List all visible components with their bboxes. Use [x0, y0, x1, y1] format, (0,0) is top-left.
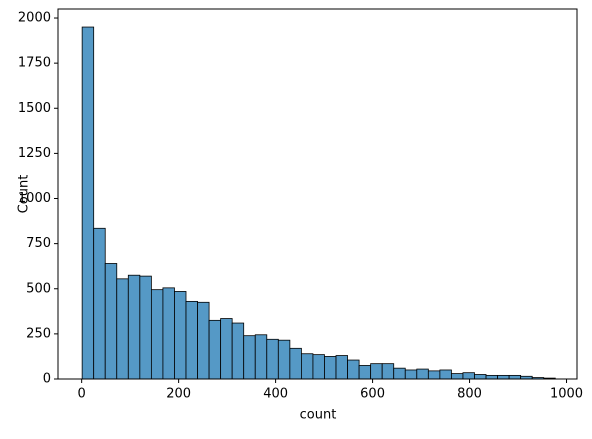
bar: [162, 287, 175, 380]
bar: [208, 319, 222, 380]
y-tick-label: 1500: [18, 101, 51, 116]
bar: [104, 263, 118, 380]
y-tick-label: 1250: [18, 146, 51, 161]
x-tick-label: 600: [360, 387, 385, 402]
bar: [139, 275, 152, 380]
y-tick-label: 0: [43, 372, 51, 387]
bar: [220, 318, 233, 380]
y-tick-label: 1750: [18, 56, 51, 71]
y-tick-label: 1000: [18, 191, 51, 206]
x-tick-label: 0: [78, 387, 86, 402]
y-tick-label: 500: [26, 281, 51, 296]
bar: [497, 374, 510, 380]
bar: [370, 363, 383, 380]
x-tick-label: 800: [457, 387, 482, 402]
bar: [93, 227, 106, 380]
x-tick-label: 200: [166, 387, 191, 402]
x-tick-label: 400: [263, 387, 288, 402]
bar: [404, 369, 418, 380]
bar: [462, 372, 475, 380]
y-tick-label: 750: [26, 236, 51, 251]
bar: [416, 368, 429, 380]
bar: [508, 374, 522, 380]
y-tick-label: 2000: [18, 11, 51, 26]
bar: [358, 365, 372, 380]
bar: [81, 26, 95, 380]
bar: [474, 374, 487, 380]
bar: [127, 274, 141, 380]
bar: [301, 353, 314, 380]
bar: [116, 278, 129, 380]
bar: [451, 373, 464, 380]
bar: [243, 335, 256, 380]
bar: [393, 367, 406, 380]
bar: [485, 374, 498, 380]
bar: [324, 356, 337, 380]
bar: [289, 347, 302, 380]
bar: [231, 322, 245, 380]
bar: [277, 339, 291, 380]
bar: [381, 363, 395, 380]
bar: [185, 300, 198, 380]
bar: [174, 291, 187, 380]
bar: [439, 369, 452, 380]
bar: [335, 355, 348, 380]
bar: [197, 301, 210, 380]
bar: [150, 289, 164, 380]
bar: [427, 370, 441, 380]
bar: [347, 359, 360, 380]
y-axis-label: Count: [17, 175, 32, 214]
bar: [312, 354, 325, 380]
y-tick-label: 250: [26, 326, 51, 341]
x-axis-label: count: [300, 408, 337, 423]
bar: [266, 338, 279, 380]
bar: [254, 334, 268, 380]
plot-frame: [57, 8, 578, 380]
x-tick-label: 1000: [550, 387, 583, 402]
